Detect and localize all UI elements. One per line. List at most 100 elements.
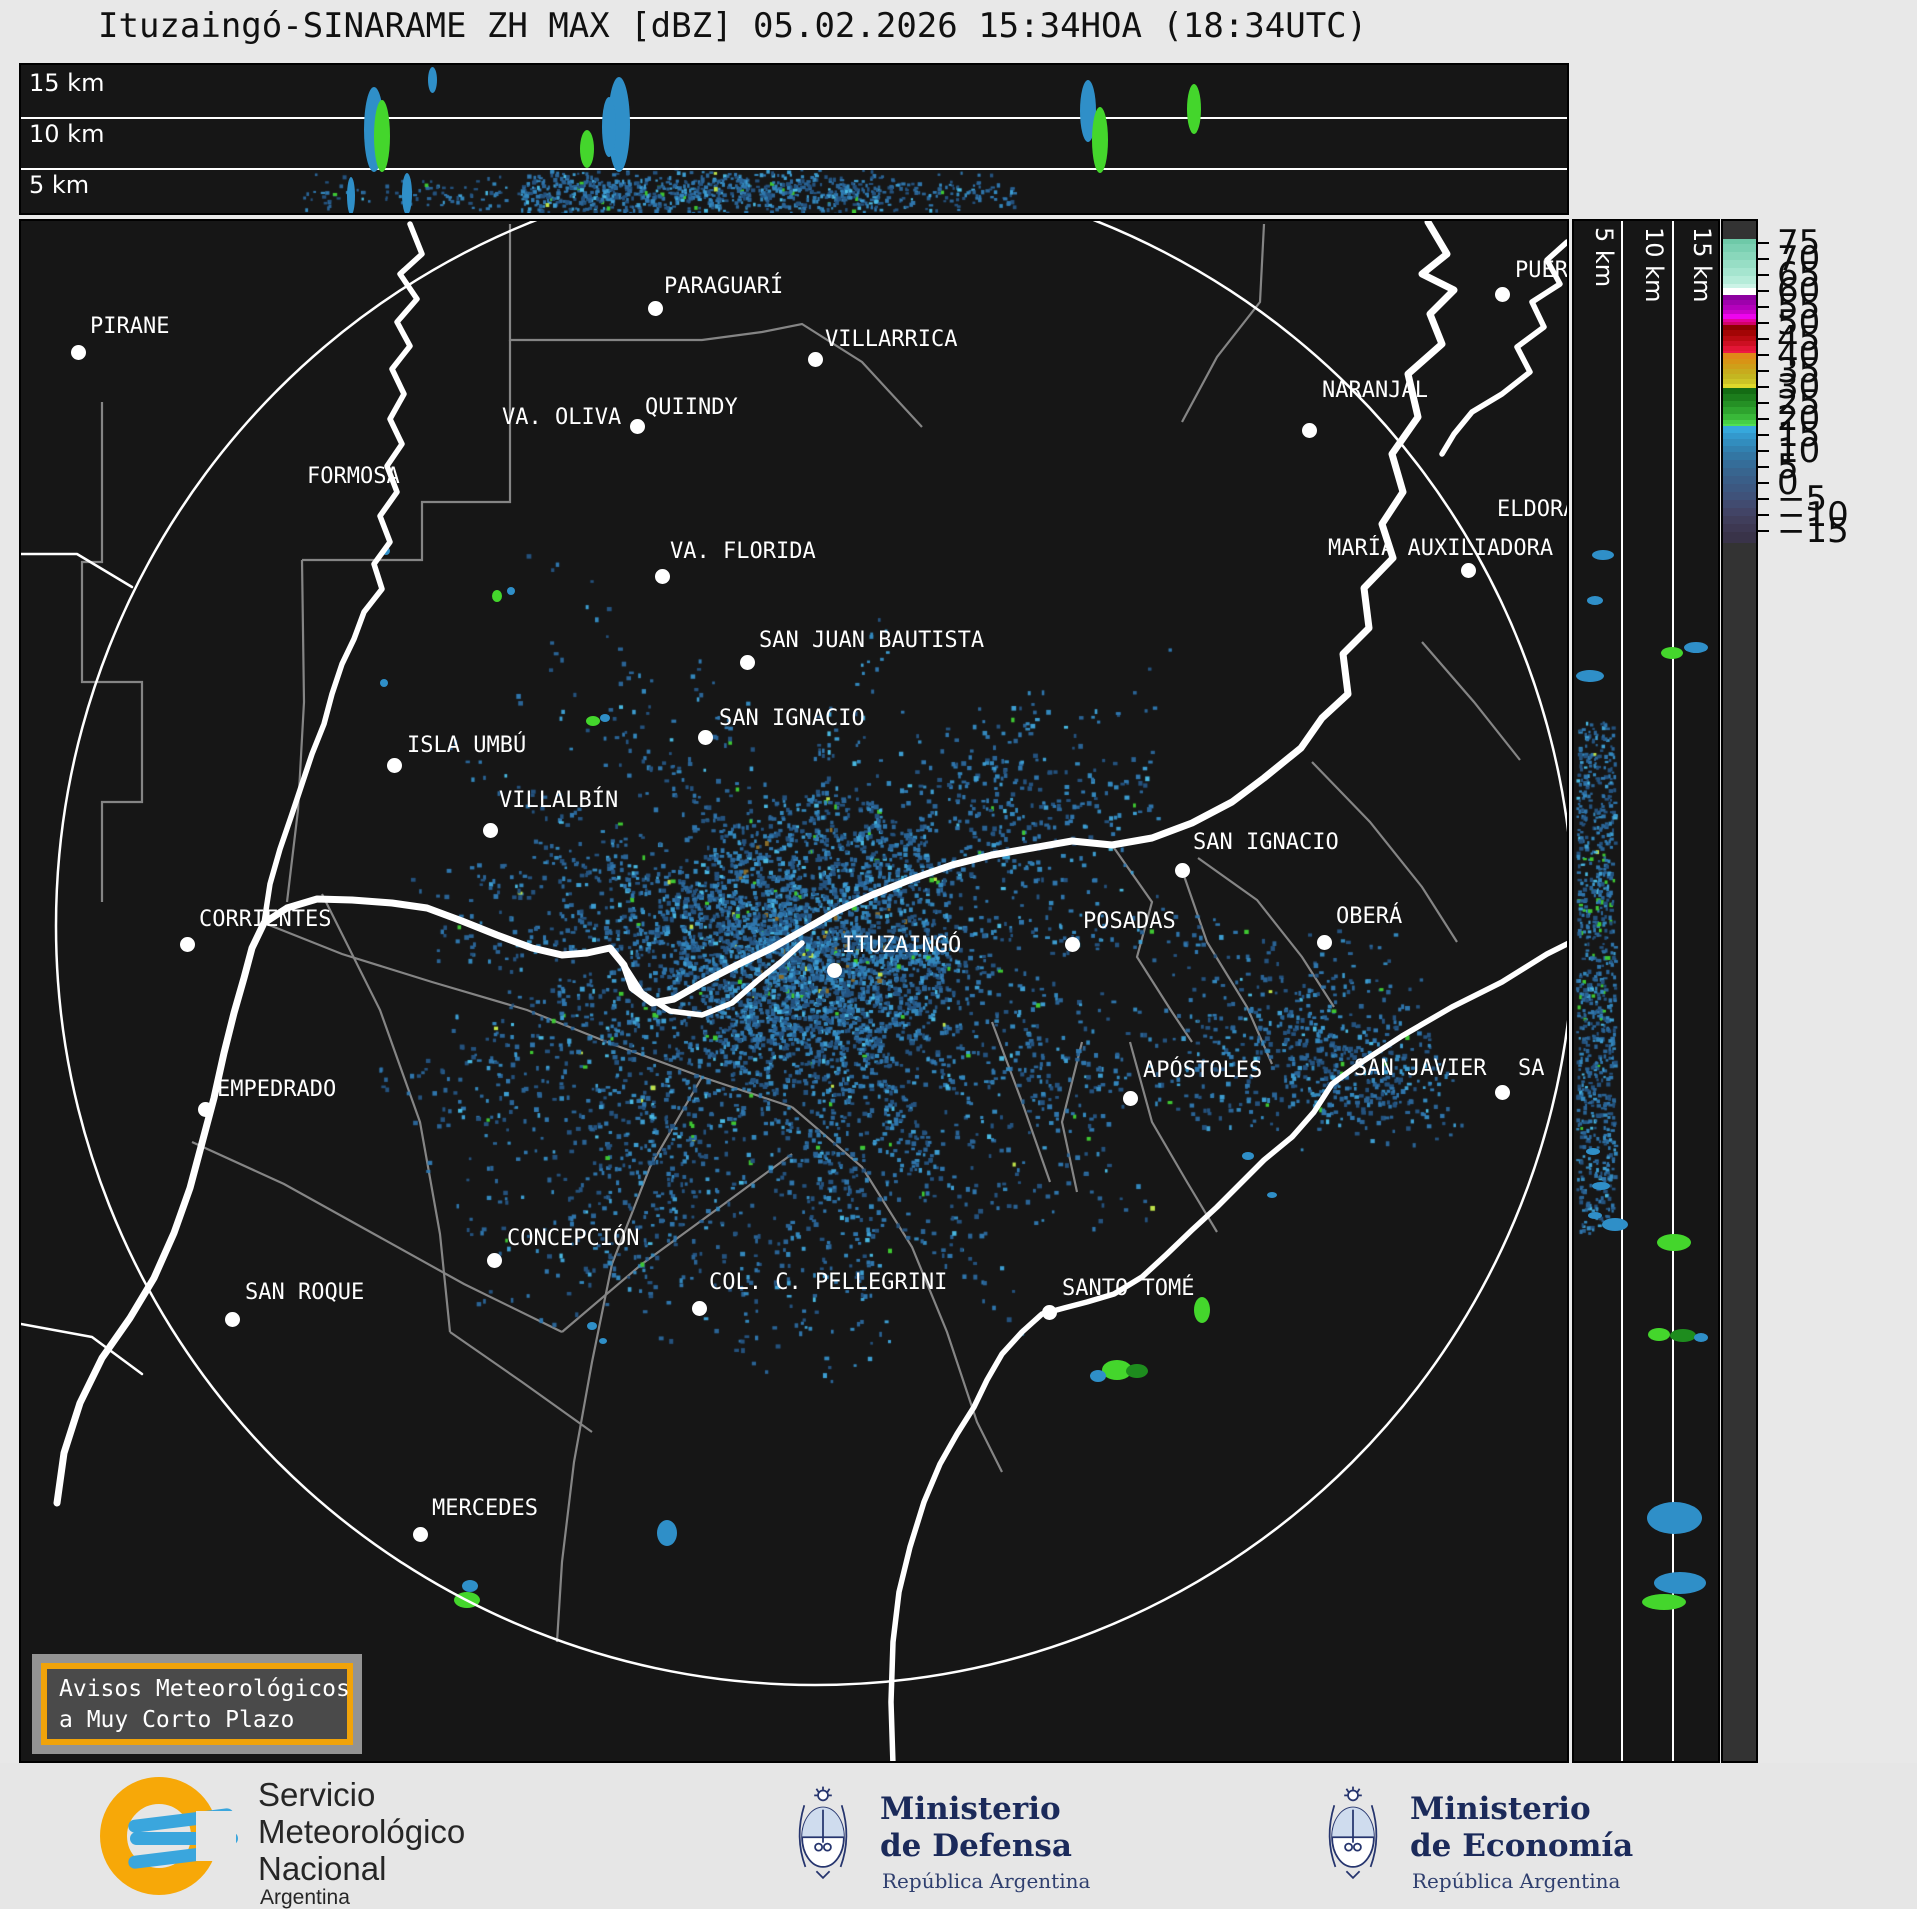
city-label: QUIINDY [645, 395, 738, 420]
city-dot [1495, 287, 1510, 302]
echo-blob [1090, 1370, 1106, 1382]
city-dot [1042, 1305, 1057, 1320]
city-label: PIRANE [90, 314, 170, 339]
colorbar-tick-label: 50 [1777, 303, 1821, 343]
colorbar-tick-label: −10 [1777, 495, 1849, 535]
colorbar-band [1723, 413, 1756, 420]
colorbar-tick-mark [1758, 306, 1769, 308]
colorbar-tick-label: 30 [1777, 367, 1821, 407]
echo-blob [347, 177, 355, 213]
height-line-5km-vertical [1621, 221, 1623, 1761]
echo-blob [1586, 1148, 1600, 1155]
map-echo-speckle-canvas [21, 221, 1567, 1761]
smn-line1: Servicio [258, 1776, 376, 1813]
echo-blob [428, 67, 437, 93]
colorbar-band [1723, 407, 1756, 414]
colorbar-tick-mark [1758, 258, 1769, 260]
colorbar-band [1723, 309, 1756, 315]
coat-of-arms-icon [798, 1786, 848, 1880]
colorbar-band [1723, 383, 1756, 388]
colorbar-tick-mark [1758, 370, 1769, 372]
colorbar-band [1723, 460, 1756, 468]
warning-line-2: a Muy Corto Plazo [59, 1707, 295, 1733]
colorbar-tick-label: 55 [1777, 287, 1821, 327]
city-dot [71, 345, 86, 360]
colorbar-tick-label: 70 [1777, 239, 1821, 279]
echo-blob [1592, 550, 1614, 560]
city-label: SAN JUAN BAUTISTA [759, 628, 985, 653]
smn-line3: Nacional [258, 1850, 387, 1887]
echo-blob [402, 173, 412, 213]
city-dot [1065, 937, 1080, 952]
colorbar-band [1723, 276, 1756, 284]
colorbar-band [1723, 244, 1756, 252]
city-label: VA. FLORIDA [670, 539, 816, 564]
colorbar-tick-mark [1758, 466, 1769, 468]
echo-blob [1654, 1572, 1706, 1594]
right-cross-section-panel: 5 km 10 km 15 km [1572, 219, 1720, 1763]
map-rivers-layer [21, 221, 1567, 1761]
height-label-15km: 15 km [29, 69, 105, 97]
city-label: SAN IGNACIO [1193, 830, 1339, 855]
economia-title: Ministerio de Economía [1410, 1791, 1633, 1865]
colorbar-band [1723, 268, 1756, 276]
colorbar-band [1723, 420, 1756, 425]
city-dot [198, 1102, 213, 1117]
city-label: SANTO TOMÉ [1062, 1276, 1195, 1301]
echo-blob [1092, 107, 1108, 173]
colorbar-band [1723, 304, 1756, 310]
colorbar-band [1723, 252, 1756, 260]
radar-range-circle [54, 221, 1567, 1687]
city-label: VA. OLIVA [502, 405, 622, 430]
city-dot [1495, 1085, 1510, 1100]
coat-of-arms-icon [1328, 1786, 1378, 1880]
echo-blob [1648, 1328, 1670, 1341]
colorbar-tick-label: 65 [1777, 255, 1821, 295]
city-label: VILLALBÍN [499, 788, 619, 813]
height-label-10km-rotated: 10 km [1640, 227, 1668, 303]
echo-blob [1102, 1360, 1132, 1380]
colorbar-band [1723, 400, 1756, 408]
city-label: COL. C. PELLEGRINI [709, 1270, 948, 1295]
river-line [261, 221, 425, 926]
city-dot [808, 352, 823, 367]
echo-blob [1576, 670, 1604, 682]
echo-blob [1592, 1182, 1610, 1190]
colorbar-band [1723, 325, 1756, 331]
height-line-10km [21, 117, 1567, 119]
top-echo-speckle-canvas [21, 65, 1567, 213]
river-line [53, 221, 1458, 1507]
colorbar-tick-label: 75 [1777, 223, 1821, 263]
footer-logos: Servicio Meteorológico Nacional Argentin… [0, 1763, 1917, 1909]
river-line [21, 552, 134, 589]
city-dot [698, 730, 713, 745]
radar-map-panel: PIRANE PARAGUARÍ VILLARRICA QUIINDY VA. OLIV… [19, 219, 1569, 1763]
echo-blob [380, 679, 388, 687]
echo-blob [586, 716, 600, 726]
city-label: PARAGUARÍ [664, 274, 784, 299]
colorbar-tick-mark [1758, 386, 1769, 388]
city-label: SAN ROQUE [245, 1280, 365, 1305]
river-line [621, 940, 805, 1018]
smn-name: Servicio Meteorológico Nacional [258, 1776, 465, 1887]
colorbar-band [1723, 260, 1756, 268]
colorbar-band [1723, 295, 1756, 300]
city-dot [740, 655, 755, 670]
echo-blob [1267, 1192, 1277, 1198]
colorbar-tick-mark [1758, 498, 1769, 500]
colorbar-band [1723, 358, 1756, 364]
colorbar-band [1723, 300, 1756, 305]
city-dot [655, 569, 670, 584]
city-label: SAN IGNACIO [719, 706, 865, 731]
city-label: PUERTO [1515, 258, 1568, 283]
colorbar-band [1723, 484, 1756, 492]
city-label: POSADAS [1083, 909, 1176, 934]
city-dot [692, 1301, 707, 1316]
city-dot [387, 758, 402, 773]
colorbar-band [1723, 373, 1756, 380]
river-line [1439, 239, 1567, 457]
echo-blob [1647, 1502, 1702, 1534]
defensa-line1: Ministerio [880, 1791, 1061, 1827]
colorbar-band [1723, 452, 1756, 460]
city-dot [827, 963, 842, 978]
